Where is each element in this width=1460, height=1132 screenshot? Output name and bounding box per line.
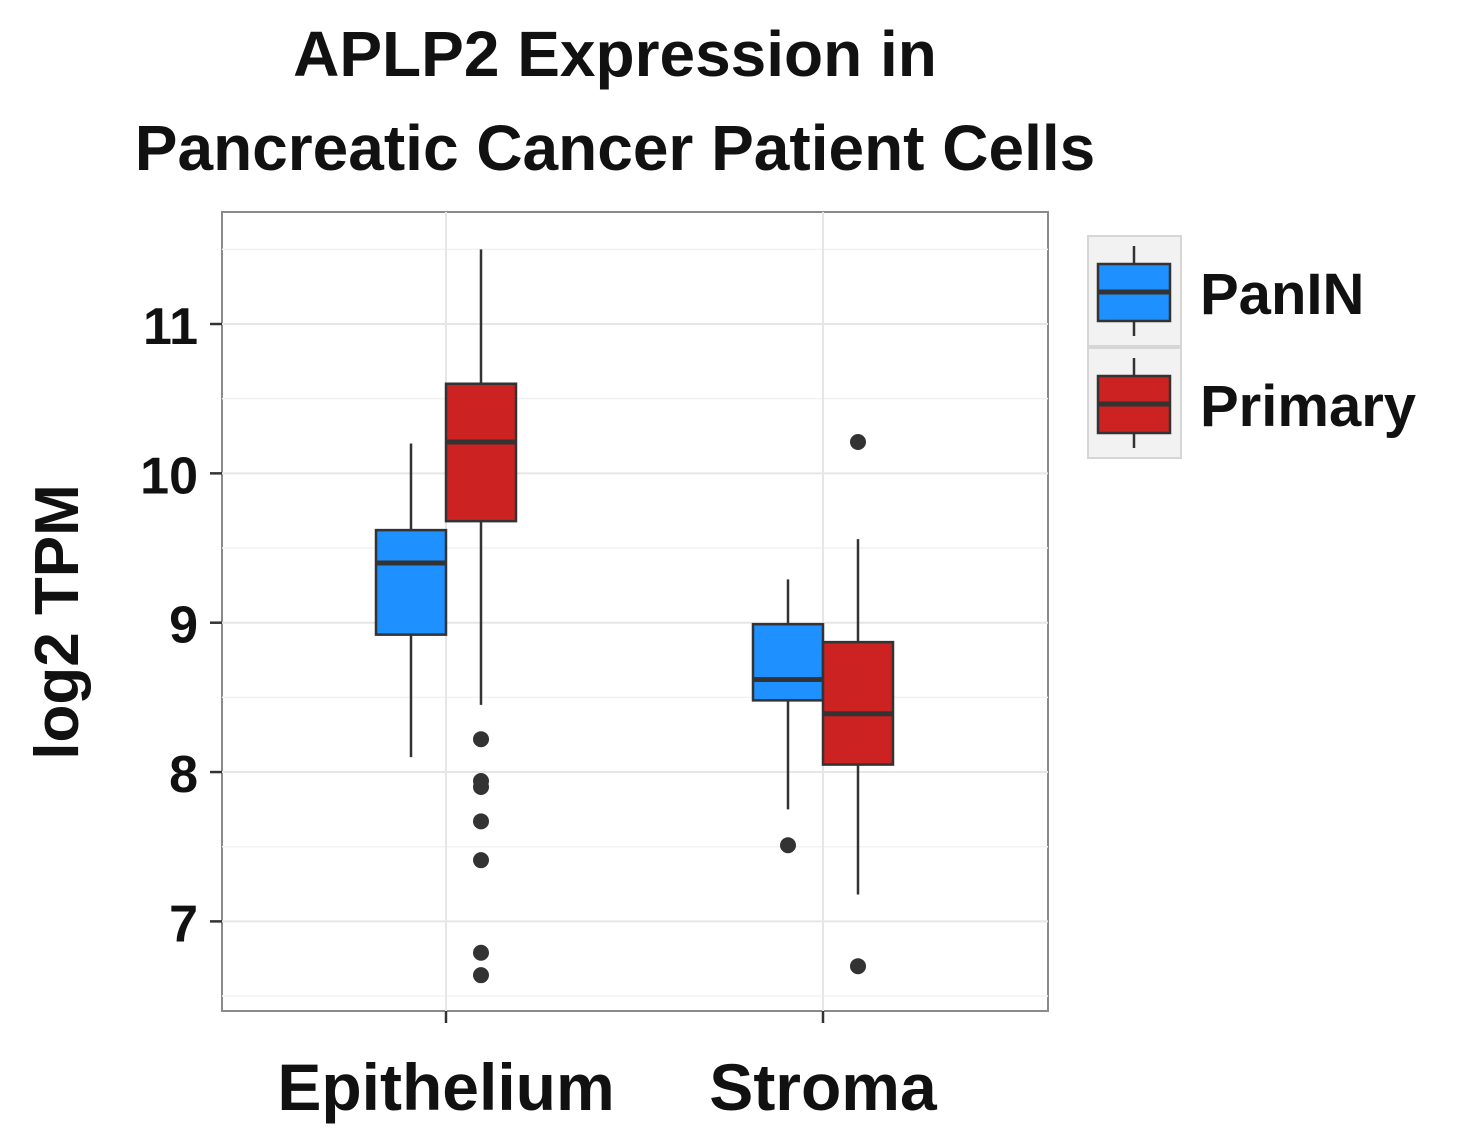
x-tick-label-stroma: Stroma <box>709 1050 938 1124</box>
chart-title-line-1: APLP2 Expression in <box>293 18 937 90</box>
outliers-layer <box>473 433 866 984</box>
y-tick-label: 9 <box>169 597 198 655</box>
box-panin-stroma-body <box>751 622 825 702</box>
y-tick-label: 8 <box>169 746 198 804</box>
y-axis-label: log2 TPM <box>23 484 92 760</box>
legend-key-panin <box>1087 235 1182 347</box>
plot-panel <box>221 211 1049 1012</box>
box-primary-epithelium-outlier <box>473 967 489 984</box>
grid-layer <box>222 212 1048 1011</box>
y-tick-label: 11 <box>143 298 198 356</box>
box-primary-epithelium-outlier <box>473 944 489 961</box>
box-panin-stroma-outlier <box>780 837 796 854</box>
x-tick-label-epithelium: Epithelium <box>277 1050 614 1124</box>
legend: PanIN Primary <box>1087 235 1416 459</box>
box-primary-epithelium-outlier <box>473 813 489 830</box>
legend-label-primary: Primary <box>1200 374 1416 439</box>
box-primary-epithelium-body <box>444 382 518 523</box>
boxes-layer <box>374 249 895 895</box>
y-tick-label: 7 <box>169 895 198 953</box>
chart-title-line-2: Pancreatic Cancer Patient Cells <box>135 112 1095 184</box>
box-primary-epithelium-outlier <box>473 852 489 869</box>
box-primary-epithelium-outlier <box>473 731 489 748</box>
box-primary-stroma-outlier <box>850 958 866 975</box>
legend-key-primary <box>1087 347 1182 459</box>
x-axis: Epithelium Stroma <box>277 1011 938 1124</box>
box-primary-stroma-outlier <box>850 433 866 450</box>
legend-label-panin: PanIN <box>1200 262 1364 327</box>
y-tick-label: 10 <box>140 447 198 505</box>
y-axis: 7 8 9 10 11 <box>140 298 222 953</box>
box-primary-stroma-body <box>821 640 895 766</box>
box-primary-epithelium-outlier <box>473 778 489 795</box>
box-panin-epithelium-body <box>374 528 448 636</box>
